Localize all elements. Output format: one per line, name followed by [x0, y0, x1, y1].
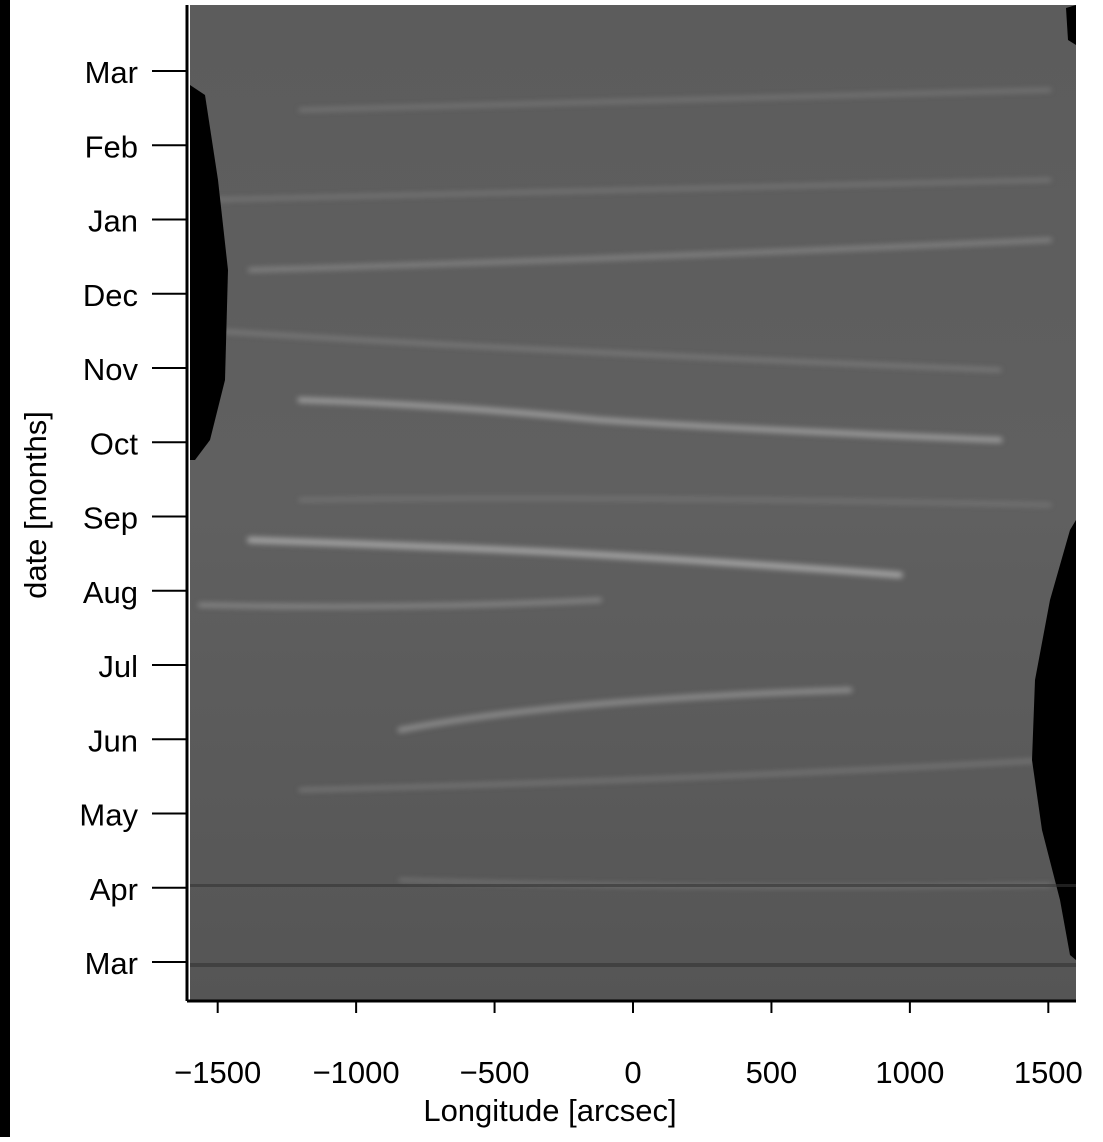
y-tick-label: Jul	[98, 649, 138, 684]
x-tick-label: 1500	[1014, 1055, 1083, 1090]
y-tick-label: Feb	[85, 129, 138, 164]
y-tick-label: Jan	[88, 204, 138, 239]
y-tick-label: Mar	[85, 946, 138, 981]
y-tick-label: Aug	[83, 575, 138, 610]
x-tick-label: −1000	[313, 1055, 400, 1090]
y-tick-label: Apr	[90, 872, 138, 907]
y-tick-label: Sep	[83, 501, 138, 536]
limb-top-right	[1066, 5, 1076, 45]
x-tick-label: 1000	[875, 1055, 944, 1090]
y-tick-label: Nov	[83, 352, 139, 387]
y-tick-label: Oct	[90, 426, 139, 461]
y-tick-label: May	[79, 798, 138, 833]
x-axis-label: Longitude [arcsec]	[423, 1093, 676, 1128]
limb-left	[190, 85, 228, 460]
dark-row	[190, 884, 1076, 887]
left-edge	[0, 0, 10, 1137]
image	[190, 5, 1076, 1000]
y-tick-label: Jun	[88, 723, 138, 758]
x-tick-label: 500	[746, 1055, 798, 1090]
x-tick-label: 0	[624, 1055, 641, 1090]
y-tick-label: Mar	[85, 55, 138, 90]
x-tick-label: −500	[460, 1055, 530, 1090]
y-axis-label: date [months]	[18, 411, 53, 599]
y-tick-label: Dec	[83, 278, 138, 313]
dark-row	[190, 963, 1076, 967]
x-tick-label: −1500	[174, 1055, 261, 1090]
limb-right	[1032, 520, 1076, 960]
